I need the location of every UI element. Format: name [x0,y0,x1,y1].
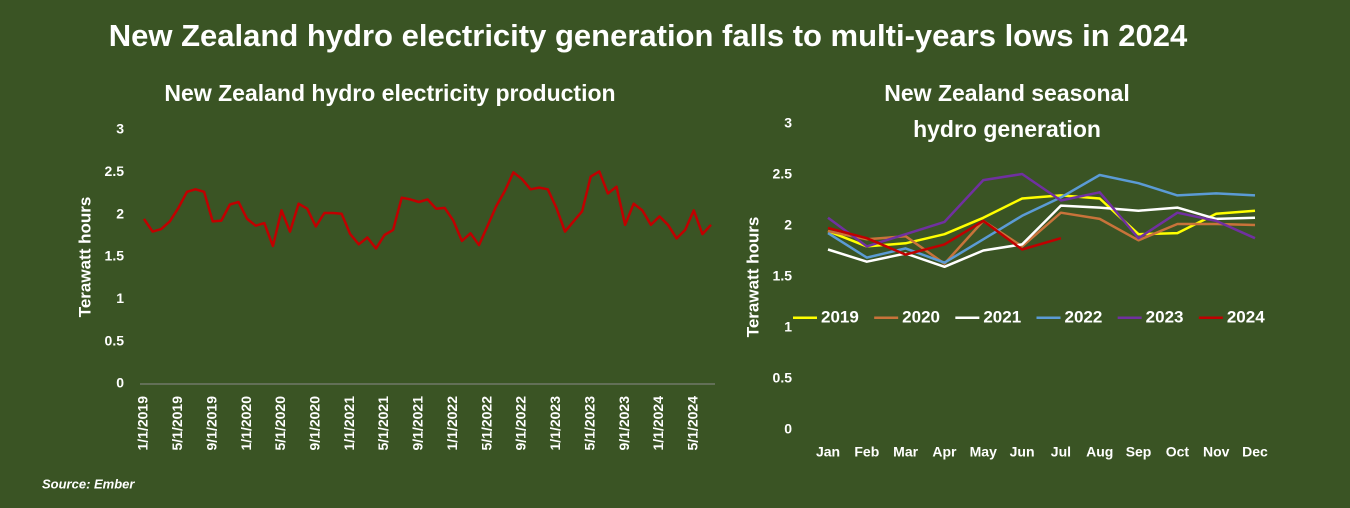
x-tick-label: 5/1/2023 [581,396,597,451]
source-note: Source: Ember [42,476,135,491]
data-line [827,173,1256,264]
y-tick-label: 0.5 [105,332,125,348]
data-line [827,194,1256,248]
x-tick-label: Jul [1051,444,1071,460]
x-tick-label: 1/1/2020 [238,396,254,451]
data-line [827,219,1062,256]
x-tick-label: Sep [1126,444,1152,460]
y-tick-label: 2.5 [105,163,125,179]
x-tick-label: Mar [893,444,918,460]
y-tick-label: 2 [116,205,124,221]
y-tick-label: 0 [784,421,792,437]
x-tick-label: 1/1/2021 [341,396,357,451]
x-tick-label: 5/1/2020 [272,396,288,451]
y-tick-label: 1 [116,290,124,306]
y-axis-label: Terawatt hours [743,217,762,338]
x-tick-label: 1/1/2024 [650,396,666,451]
x-tick-label: 9/1/2021 [410,396,426,451]
x-tick-label: 9/1/2019 [203,396,219,451]
legend-label: 2024 [1227,307,1265,326]
x-tick-label: May [970,444,997,460]
y-tick-label: 1.5 [105,248,125,264]
x-tick-label: Nov [1203,444,1230,460]
y-tick-label: 0 [116,375,124,391]
legend-label: 2022 [1065,307,1103,326]
y-tick-label: 0.5 [773,370,793,386]
legend-label: 2023 [1146,307,1184,326]
x-tick-label: 9/1/2022 [513,396,529,451]
x-tick-label: Jan [816,444,840,460]
x-tick-label: 1/1/2019 [135,396,151,451]
x-tick-label: 1/1/2023 [547,396,563,451]
x-tick-label: Apr [932,444,957,460]
chart-title: New Zealand seasonal [884,80,1129,106]
data-line [142,170,712,250]
x-tick-label: 5/1/2022 [478,396,494,451]
y-axis-label: Terawatt hours [75,197,94,318]
x-tick-label: 1/1/2022 [444,396,460,451]
page-title: New Zealand hydro electricity generation… [109,18,1188,53]
legend-label: 2019 [821,307,859,326]
x-tick-label: Dec [1242,444,1268,460]
x-tick-label: 9/1/2020 [307,396,323,451]
legend-label: 2021 [983,307,1021,326]
x-tick-label: Aug [1086,444,1113,460]
data-line [827,172,1256,248]
chart-title: hydro generation [913,116,1101,142]
y-tick-label: 1 [784,319,792,335]
y-tick-label: 2.5 [773,166,793,182]
y-tick-label: 1.5 [773,268,793,284]
x-tick-label: 5/1/2019 [169,396,185,451]
data-line [827,204,1256,269]
y-tick-label: 2 [784,217,792,233]
chart-title: New Zealand hydro electricity production [164,80,615,106]
y-tick-label: 3 [784,115,792,131]
x-tick-label: 5/1/2021 [375,396,391,451]
x-tick-label: 9/1/2023 [616,396,632,451]
x-tick-label: 5/1/2024 [685,396,701,451]
x-tick-label: Jun [1010,444,1035,460]
x-tick-label: Feb [854,444,879,460]
x-tick-label: Oct [1166,444,1190,460]
legend-label: 2020 [902,307,940,326]
y-tick-label: 3 [116,121,124,137]
